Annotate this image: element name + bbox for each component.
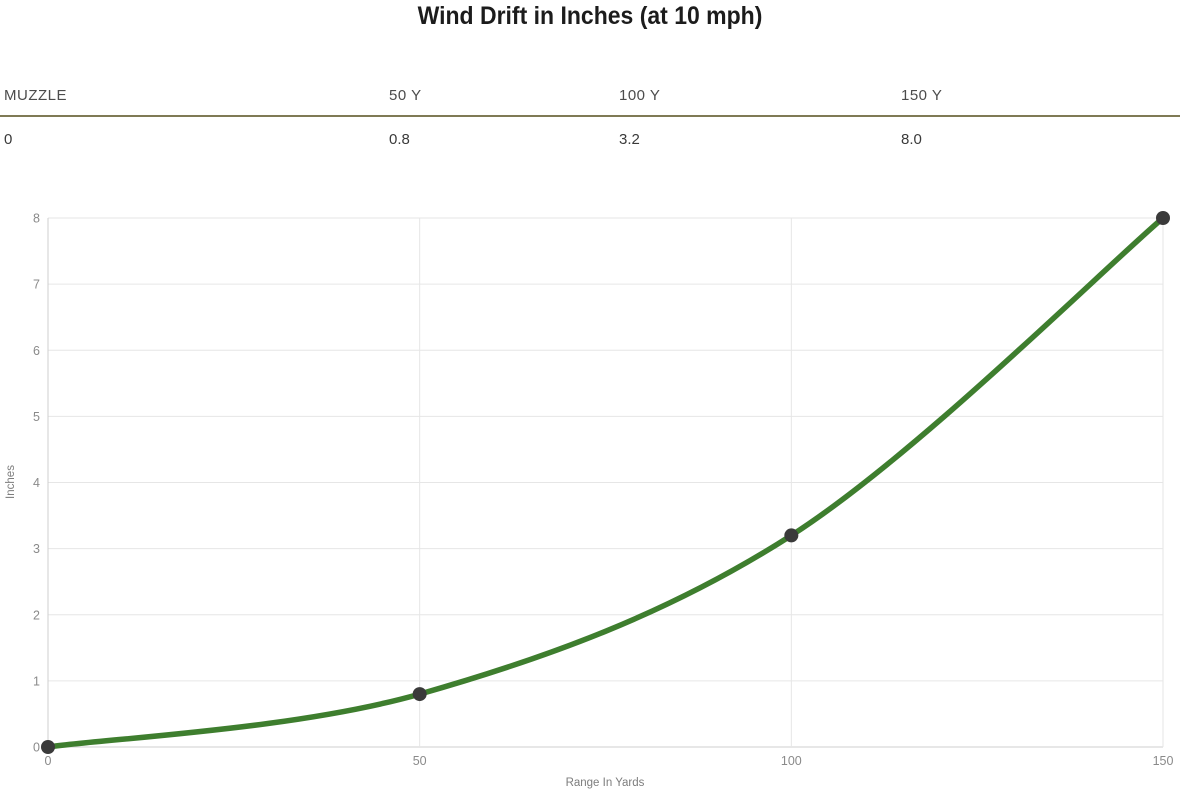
- drift-data-table: MUZZLE 50 Y 100 Y 150 Y 0 0.8 3.2 8.0: [0, 85, 1180, 148]
- table-value-row: 0 0.8 3.2 8.0: [0, 117, 1180, 148]
- drift-curve: [45, 215, 1166, 750]
- y-tick-label: 3: [33, 542, 40, 556]
- grid-layer: [47, 217, 1164, 748]
- x-tick-label: 100: [781, 754, 802, 768]
- y-tick-label: 4: [33, 476, 40, 490]
- table-header-cell: 50 Y: [389, 87, 422, 104]
- table-header-cell: 100 Y: [619, 87, 661, 104]
- y-tick-label: 6: [33, 344, 40, 358]
- data-point-marker[interactable]: [784, 528, 799, 543]
- page-title: Wind Drift in Inches (at 10 mph): [417, 2, 763, 30]
- table-header-cell: 150 Y: [901, 87, 943, 104]
- table-value-cell: 8.0: [901, 131, 922, 148]
- data-point-marker[interactable]: [41, 740, 55, 754]
- y-tick-label: 2: [33, 608, 40, 622]
- x-axis-title: Range In Yards: [566, 777, 645, 789]
- table-value-cell: 0.8: [389, 131, 410, 148]
- y-axis-title: Inches: [5, 465, 17, 499]
- y-tick-label: 0: [33, 741, 40, 755]
- y-tick-label: 8: [33, 212, 40, 226]
- series-layer: [41, 211, 1170, 754]
- table-header-cell: MUZZLE: [4, 87, 67, 104]
- table-header-row: MUZZLE 50 Y 100 Y 150 Y: [0, 85, 1180, 117]
- y-tick-label: 5: [33, 410, 40, 424]
- x-tick-label: 50: [413, 754, 427, 768]
- table-value-cell: 3.2: [619, 131, 640, 148]
- y-tick-label: 7: [33, 278, 40, 292]
- data-point-marker[interactable]: [1156, 211, 1170, 225]
- wind-drift-chart: 0 1 2 3 4 5 6 7 8 0 50 100 150 Inches Range In Yards: [5, 211, 1173, 789]
- x-tick-label: 0: [45, 754, 52, 768]
- x-tick-label: 150: [1153, 754, 1174, 768]
- data-point-marker[interactable]: [412, 687, 427, 702]
- table-value-cell: 0: [4, 131, 13, 148]
- y-tick-label: 1: [33, 674, 40, 688]
- tick-label-layer: 0 1 2 3 4 5 6 7 8 0 50 100 150: [33, 212, 1173, 769]
